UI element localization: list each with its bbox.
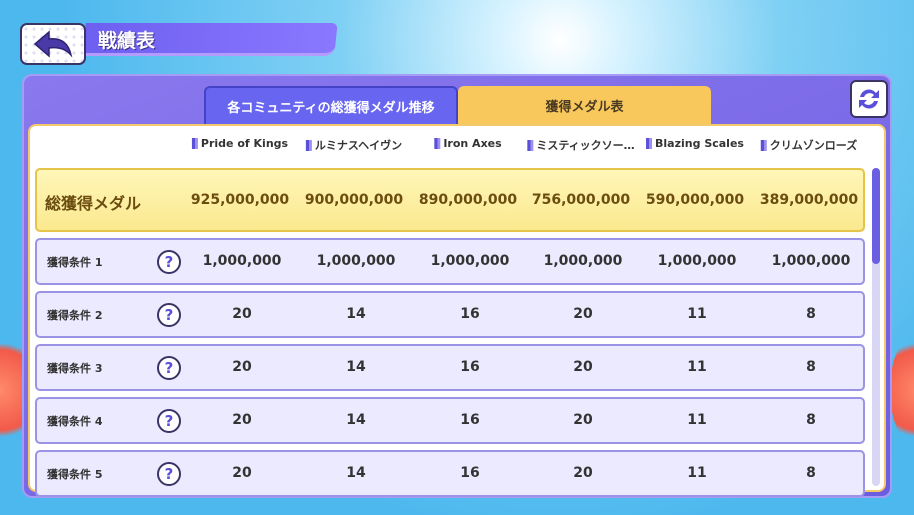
column-header: クリムゾンローズ	[760, 137, 858, 153]
condition-label: 獲得条件 5	[47, 468, 103, 481]
condition-label: 獲得条件 2	[47, 309, 103, 322]
column-header: ミスティックソー…	[527, 137, 635, 153]
cell-value: 14	[346, 465, 366, 481]
cell-value: 20	[573, 306, 593, 322]
total-medal-label: 総獲得メダル	[45, 194, 142, 213]
cell-value: 14	[346, 412, 366, 428]
flower-decoration	[890, 330, 914, 450]
condition-label: 獲得条件 1	[47, 256, 103, 269]
flag-icon	[527, 139, 534, 151]
column-name: Blazing Scales	[655, 137, 744, 150]
cell-value: 20	[232, 359, 252, 375]
help-icon[interactable]: ?	[157, 250, 181, 274]
scrollbar-thumb[interactable]	[872, 168, 880, 264]
column-header: Blazing Scales	[646, 137, 744, 150]
cell-value: 11	[687, 465, 707, 481]
cell-value: 1,000,000	[430, 253, 510, 269]
page-title: 戦績表	[98, 30, 156, 52]
back-button[interactable]	[20, 23, 86, 65]
total-medal-row	[35, 168, 865, 232]
help-icon[interactable]: ?	[157, 462, 181, 486]
cell-value: 8	[806, 359, 816, 375]
cell-value: 16	[460, 465, 480, 481]
cell-value: 1,000,000	[657, 253, 737, 269]
column-name: クリムゾンローズ	[769, 139, 858, 152]
back-arrow-icon	[33, 30, 73, 58]
table-row: 獲得条件 2? 20 14 16 20 11 8	[35, 291, 865, 338]
table-row: 獲得条件 1? 1,000,000 1,000,000 1,000,000 1,000,…	[35, 238, 865, 285]
refresh-icon	[859, 89, 879, 109]
flag-icon	[305, 139, 312, 151]
cell-value: 1,000,000	[543, 253, 623, 269]
total-value: 925,000,000	[190, 192, 290, 208]
total-value: 890,000,000	[418, 192, 518, 208]
column-header: ルミナスヘイヴン	[305, 137, 403, 153]
table-row: 獲得条件 4? 20 14 16 20 11 8	[35, 397, 865, 444]
refresh-button[interactable]	[850, 80, 888, 118]
help-icon[interactable]: ?	[157, 303, 181, 327]
cell-value: 8	[806, 465, 816, 481]
cell-value: 20	[232, 465, 252, 481]
cell-value: 1,000,000	[771, 253, 851, 269]
cell-value: 20	[573, 465, 593, 481]
tab-medal-table[interactable]: 獲得メダル表	[458, 86, 711, 124]
cell-value: 11	[687, 412, 707, 428]
cell-value: 14	[346, 359, 366, 375]
column-name: ルミナスヘイヴン	[314, 139, 403, 152]
table-row: 獲得条件 5? 20 14 16 20 11 8	[35, 450, 865, 497]
cell-value: 14	[346, 306, 366, 322]
column-name: Pride of Kings	[200, 137, 289, 150]
cell-value: 1,000,000	[202, 253, 282, 269]
table-row: 獲得条件 3? 20 14 16 20 11 8	[35, 344, 865, 391]
cell-value: 20	[232, 412, 252, 428]
total-value: 900,000,000	[304, 192, 404, 208]
scrollbar-track[interactable]	[872, 168, 880, 486]
flag-icon	[646, 138, 653, 149]
total-value: 756,000,000	[531, 192, 631, 208]
column-header: Pride of Kings	[191, 137, 289, 150]
flag-icon	[760, 139, 767, 151]
column-name: ミスティックソー…	[536, 139, 635, 152]
condition-label: 獲得条件 3	[47, 362, 103, 375]
help-icon[interactable]: ?	[157, 356, 181, 380]
tab-medal-trend[interactable]: 各コミュニティの総獲得メダル推移	[204, 86, 458, 124]
cell-value: 20	[573, 412, 593, 428]
cell-value: 8	[806, 306, 816, 322]
cell-value: 11	[687, 359, 707, 375]
cell-value: 11	[687, 306, 707, 322]
cell-value: 16	[460, 359, 480, 375]
cell-value: 20	[232, 306, 252, 322]
flag-icon	[434, 138, 441, 149]
column-header: Iron Axes	[434, 137, 502, 150]
cell-value: 16	[460, 306, 480, 322]
total-value: 389,000,000	[759, 192, 859, 208]
help-icon[interactable]: ?	[157, 409, 181, 433]
flag-icon	[191, 138, 198, 149]
cell-value: 8	[806, 412, 816, 428]
cell-value: 20	[573, 359, 593, 375]
column-name: Iron Axes	[443, 137, 502, 150]
condition-label: 獲得条件 4	[47, 415, 103, 428]
cell-value: 1,000,000	[316, 253, 396, 269]
cell-value: 16	[460, 412, 480, 428]
total-value: 590,000,000	[645, 192, 745, 208]
